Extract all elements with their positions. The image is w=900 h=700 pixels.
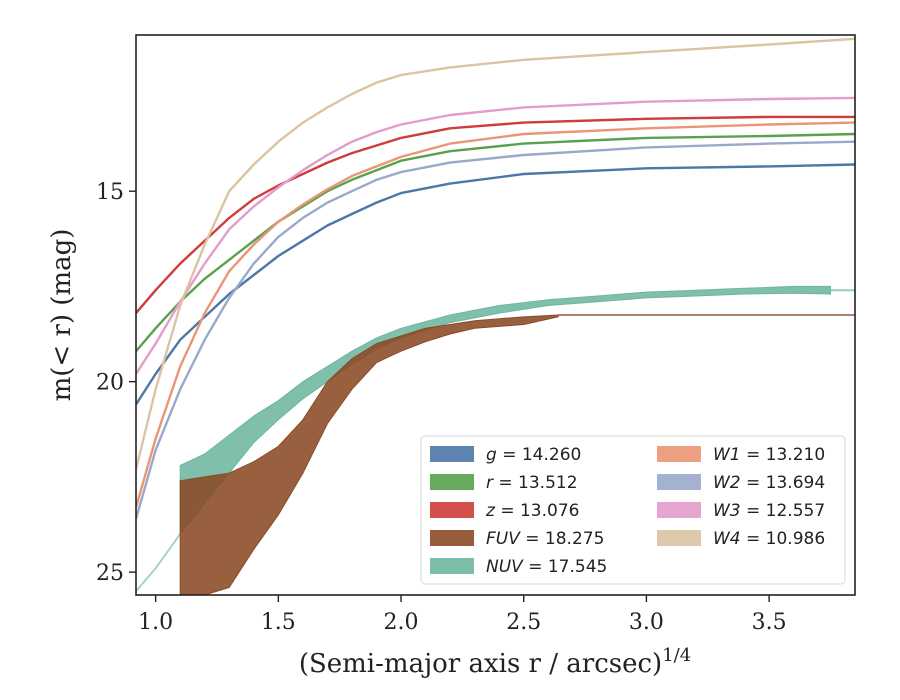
- legend-item-z: z = 13.076: [430, 501, 579, 521]
- plot-frame: [135, 34, 856, 596]
- ticks-layer: 1.0 1.5 2.0 2.5 3.0 3.5 15 20 25: [96, 180, 787, 635]
- legend-item-fuv: FUV = 18.275: [430, 529, 604, 549]
- legend-swatch: [430, 474, 474, 490]
- series-nuv-band: [179, 285, 831, 536]
- x-tick-label: 2.5: [506, 610, 541, 635]
- legend-item-nuv: NUV = 17.545: [430, 557, 607, 577]
- x-axis-label: (Semi-major axis r / arcsec)1/4: [299, 645, 691, 679]
- series-w1-line: [136, 121, 855, 508]
- legend-label: NUV = 17.545: [486, 557, 607, 577]
- x-tick-label: 2.0: [384, 610, 419, 635]
- legend-swatch: [657, 446, 701, 462]
- y-tick-label: 15: [96, 180, 124, 205]
- series-w3-line: [136, 96, 855, 375]
- legend: g = 14.260 r = 13.512 z = 13.076 FUV = 18.2…: [420, 435, 846, 585]
- legend-label: FUV = 18.275: [486, 529, 604, 549]
- legend-swatch: [430, 502, 474, 518]
- x-tick-label: 3.0: [629, 610, 664, 635]
- series-layer: [136, 37, 855, 595]
- y-axis-label: m(< r) (mag): [47, 229, 77, 402]
- series-z-line: [136, 115, 855, 314]
- series-r-line: [136, 132, 855, 352]
- y-tick-label: 25: [96, 561, 124, 586]
- legend-box: [420, 435, 846, 585]
- legend-label: g = 14.260: [486, 445, 581, 465]
- x-tick-label: 3.5: [752, 610, 787, 635]
- legend-item-w4: W4 = 10.986: [657, 529, 825, 549]
- series-fuv-band: [179, 314, 559, 595]
- x-axis-label-text: (Semi-major axis r / arcsec): [299, 649, 662, 679]
- legend-item-w2: W2 = 13.694: [657, 473, 825, 493]
- legend-swatch: [657, 502, 701, 518]
- legend-item-r: r = 13.512: [430, 473, 578, 493]
- legend-label: W2 = 13.694: [713, 473, 825, 493]
- legend-item-w1: W1 = 13.210: [657, 445, 825, 465]
- x-tick-label: 1.0: [138, 610, 173, 635]
- legend-label: W3 = 12.557: [713, 501, 825, 521]
- y-tick-label: 20: [96, 371, 124, 396]
- legend-label: r = 13.512: [486, 473, 578, 493]
- legend-swatch: [657, 474, 701, 490]
- legend-label: W4 = 10.986: [713, 529, 825, 549]
- legend-swatch: [430, 446, 474, 462]
- legend-swatch: [430, 558, 474, 574]
- legend-item-g: g = 14.260: [430, 445, 581, 465]
- series-g-line: [136, 163, 855, 406]
- x-tick-label: 1.5: [261, 610, 296, 635]
- legend-label: z = 13.076: [485, 501, 579, 521]
- series-nuv-lead: [136, 533, 182, 592]
- legend-label: W1 = 13.210: [713, 445, 825, 465]
- legend-item-w3: W3 = 12.557: [657, 501, 825, 521]
- series-w4-line: [136, 37, 855, 470]
- legend-swatch: [657, 530, 701, 546]
- legend-swatch: [430, 530, 474, 546]
- x-axis-label-superscript: 1/4: [662, 645, 691, 666]
- series-w2-line: [136, 140, 855, 520]
